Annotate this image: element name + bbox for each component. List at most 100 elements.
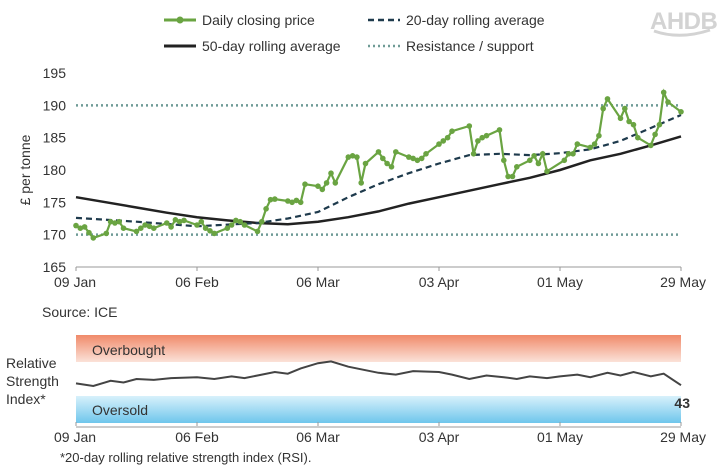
daily-point-8 [116,218,122,225]
daily-point-30 [254,228,261,235]
daily-point-89 [622,105,628,112]
daily-point-45 [345,154,352,160]
legend-label-ma20: 20-day rolling average [406,12,545,28]
y-tick-label-175: 175 [43,194,67,210]
rsi-x-tick-label-4: 01 May [537,429,583,445]
daily-point-28 [237,218,243,225]
daily-point-53 [388,164,395,170]
daily-point-76 [535,160,542,167]
daily-point-92 [635,134,641,141]
daily-point-81 [570,151,576,157]
rsi-x-tick-label-2: 06 Mar [296,429,340,445]
legend-item-daily: Daily closing price [164,12,315,28]
rsi-line [75,360,682,388]
source-note: Source: ICE [42,304,117,320]
rsi-x-tick-label-0: 09 Jan [54,429,96,445]
main-x-ticks: 09 Jan 06 Feb 06 Mar 03 Apr 01 May 29 May [54,267,706,290]
main-x-tick-label-5: 29 May [660,274,706,290]
daily-point-20 [194,222,200,228]
daily-point-65 [470,151,477,157]
daily-point-49 [362,160,369,167]
main-x-tick-label-1: 06 Feb [175,274,219,290]
daily-point-5 [103,230,110,237]
daily-point-24 [211,230,218,237]
daily-point-96 [660,89,667,96]
y-tick-label-170: 170 [43,227,67,243]
daily-point-26 [228,222,235,228]
daily-point-47 [354,154,360,160]
daily-point-79 [561,157,568,164]
main-x-tick-label-4: 01 May [537,274,583,290]
daily-point-19 [181,217,187,224]
daily-point-87 [604,96,611,102]
main-x-tick-label-3: 03 Apr [419,274,460,290]
main-x-tick-label-0: 09 Jan [54,274,96,290]
daily-point-44 [332,180,339,186]
daily-point-84 [591,141,598,147]
daily-point-25 [224,225,231,231]
y-tick-label-165: 165 [43,259,67,275]
rsi-latest-value: 43 [674,395,690,411]
daily-point-48 [358,180,365,186]
legend-label-ma50: 50-day rolling average [202,38,341,54]
daily-point-58 [418,155,425,162]
daily-point-6 [107,218,114,225]
daily-point-71 [505,173,511,180]
daily-point-97 [665,99,671,105]
y-axis-title: £ per tonne [17,134,33,205]
series-line-ma50 [75,135,682,226]
rsi-x-tick-label-5: 29 May [660,429,706,445]
daily-point-75 [531,153,537,159]
daily-point-52 [384,160,390,167]
legend-item-level: Resistance / support [368,38,534,54]
rsi-x-tick-label-3: 03 Apr [419,429,460,445]
daily-point-22 [202,225,209,231]
daily-point-94 [652,131,658,138]
daily-point-14 [151,225,157,231]
daily-point-46 [349,153,356,159]
main-plot [73,88,684,241]
footnote: *20-day rolling relative strength index … [60,450,311,465]
rsi-label-line-1: Relative [6,355,57,371]
daily-point-80 [565,151,572,157]
daily-point-32 [263,206,269,212]
legend-item-ma20: 20-day rolling average [368,12,545,28]
daily-point-77 [539,151,546,157]
daily-point-90 [626,118,632,125]
daily-point-82 [574,141,581,147]
daily-point-93 [648,142,654,149]
daily-point-54 [393,149,399,155]
daily-point-39 [302,181,308,187]
daily-point-23 [207,228,213,234]
overbought-zone [76,335,681,362]
daily-point-86 [600,105,606,112]
daily-point-55 [406,154,412,160]
daily-point-34 [272,196,278,202]
daily-point-3 [86,229,92,236]
daily-point-51 [380,155,386,162]
daily-point-36 [289,199,295,206]
daily-point-10 [133,228,140,235]
daily-point-63 [449,128,455,134]
daily-point-56 [410,155,416,162]
rsi-plot [75,360,682,388]
daily-point-7 [112,220,118,226]
daily-point-40 [315,183,321,189]
daily-point-78 [544,168,550,175]
daily-point-62 [444,134,451,141]
daily-point-42 [323,180,330,186]
daily-point-37 [293,197,300,204]
daily-point-16 [168,224,174,230]
daily-point-11 [138,225,144,231]
legend-label-level: Resistance / support [406,38,534,54]
daily-point-69 [496,127,503,133]
daily-point-74 [527,157,533,164]
daily-point-72 [509,173,516,180]
y-tick-label-185: 185 [43,130,67,146]
legend-label-daily: Daily closing price [202,12,315,28]
rsi-x-ticks: 09 Jan 06 Feb 06 Mar 03 Apr 01 May 29 May [54,422,706,445]
daily-point-85 [596,132,602,139]
daily-point-88 [617,115,624,122]
daily-point-50 [375,149,382,155]
